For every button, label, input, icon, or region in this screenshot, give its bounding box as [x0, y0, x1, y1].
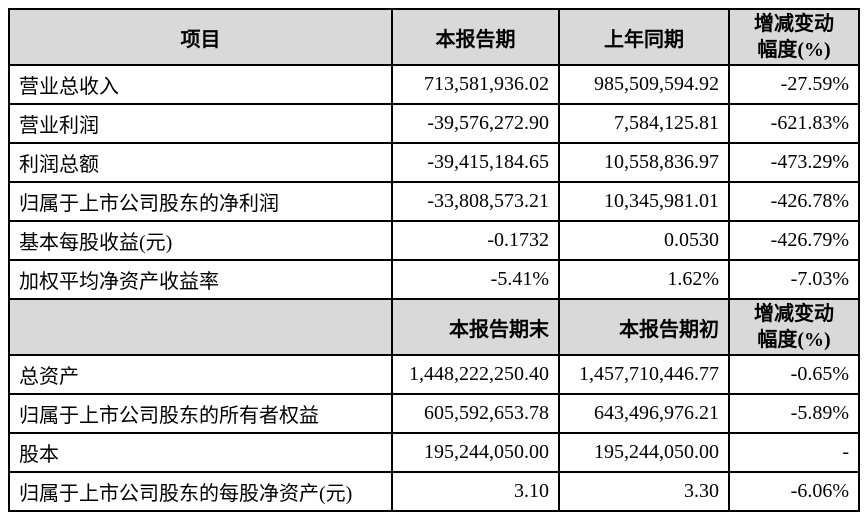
- header-row-period: 项目 本报告期 上年同期 增减变动 幅度(%): [8, 8, 860, 66]
- table-row-total-revenue: 营业总收入 713,581,936.02 985,509,594.92 -27.…: [8, 64, 860, 105]
- row-item-label: 加权平均净资产收益率: [8, 259, 393, 300]
- row-period-begin-value: 3.30: [558, 471, 730, 512]
- financial-summary-table-container: 项目 本报告期 上年同期 增减变动 幅度(%) 营业总收入 713,581,93…: [8, 8, 860, 512]
- table-row-net-profit-attributable: 归属于上市公司股东的净利润 -33,808,573.21 10,345,981.…: [8, 181, 860, 222]
- header-period-begin: 本报告期初: [558, 298, 730, 356]
- table-row-basic-eps: 基本每股收益(元) -0.1732 0.0530 -426.79%: [8, 220, 860, 261]
- row-current-value: -33,808,573.21: [391, 181, 560, 222]
- row-current-value: -39,576,272.90: [391, 103, 560, 144]
- row-period-end-value: 1,448,222,250.40: [391, 354, 560, 395]
- row-prior-value: 0.0530: [558, 220, 730, 261]
- header-period-end: 本报告期末: [391, 298, 560, 356]
- row-item-label: 归属于上市公司股东的每股净资产(元): [8, 471, 393, 512]
- table-row-total-assets: 总资产 1,448,222,250.40 1,457,710,446.77 -0…: [8, 354, 860, 395]
- row-current-value: -0.1732: [391, 220, 560, 261]
- row-prior-value: 10,345,981.01: [558, 181, 730, 222]
- table-row-weighted-avg-roe: 加权平均净资产收益率 -5.41% 1.62% -7.03%: [8, 259, 860, 300]
- row-period-begin-value: 643,496,976.21: [558, 393, 730, 434]
- header-change-percent-line2: 幅度(%): [757, 39, 831, 61]
- row-item-label: 总资产: [8, 354, 393, 395]
- row-period-begin-value: 1,457,710,446.77: [558, 354, 730, 395]
- row-period-end-value: 605,592,653.78: [391, 393, 560, 434]
- row-change-value: -27.59%: [728, 64, 860, 105]
- header-current-period: 本报告期: [391, 8, 560, 66]
- row-item-label: 归属于上市公司股东的净利润: [8, 181, 393, 222]
- row-current-value: -5.41%: [391, 259, 560, 300]
- row-prior-value: 10,558,836.97: [558, 142, 730, 183]
- header-item-label: 项目: [8, 8, 393, 66]
- row-prior-value: 1.62%: [558, 259, 730, 300]
- row-current-value: 713,581,936.02: [391, 64, 560, 105]
- row-change-value: -: [728, 432, 860, 473]
- header-empty-cell: [8, 298, 393, 356]
- header-change-percent-line2: 幅度(%): [757, 329, 831, 351]
- row-change-value: -7.03%: [728, 259, 860, 300]
- header-change-percent-line1: 增减变动: [754, 303, 834, 325]
- header-change-percent-line1: 增减变动: [754, 13, 834, 35]
- table-row-net-assets-per-share: 归属于上市公司股东的每股净资产(元) 3.10 3.30 -6.06%: [8, 471, 860, 512]
- table-row-owners-equity-attributable: 归属于上市公司股东的所有者权益 605,592,653.78 643,496,9…: [8, 393, 860, 434]
- row-change-value: -0.65%: [728, 354, 860, 395]
- row-item-label: 基本每股收益(元): [8, 220, 393, 261]
- row-period-end-value: 3.10: [391, 471, 560, 512]
- header-prior-year-period: 上年同期: [558, 8, 730, 66]
- row-change-value: -621.83%: [728, 103, 860, 144]
- row-prior-value: 985,509,594.92: [558, 64, 730, 105]
- row-item-label: 归属于上市公司股东的所有者权益: [8, 393, 393, 434]
- row-item-label: 利润总额: [8, 142, 393, 183]
- row-item-label: 营业利润: [8, 103, 393, 144]
- row-change-value: -426.79%: [728, 220, 860, 261]
- row-change-value: -473.29%: [728, 142, 860, 183]
- header-change-percent: 增减变动 幅度(%): [728, 8, 860, 66]
- row-change-value: -426.78%: [728, 181, 860, 222]
- header-row-period-end: 本报告期末 本报告期初 增减变动 幅度(%): [8, 298, 860, 356]
- row-prior-value: 7,584,125.81: [558, 103, 730, 144]
- row-current-value: -39,415,184.65: [391, 142, 560, 183]
- row-change-value: -6.06%: [728, 471, 860, 512]
- row-period-begin-value: 195,244,050.00: [558, 432, 730, 473]
- row-period-end-value: 195,244,050.00: [391, 432, 560, 473]
- row-change-value: -5.89%: [728, 393, 860, 434]
- financial-summary-table: 项目 本报告期 上年同期 增减变动 幅度(%) 营业总收入 713,581,93…: [8, 8, 860, 512]
- table-row-total-profit: 利润总额 -39,415,184.65 10,558,836.97 -473.2…: [8, 142, 860, 183]
- table-row-share-capital: 股本 195,244,050.00 195,244,050.00 -: [8, 432, 860, 473]
- table-row-operating-profit: 营业利润 -39,576,272.90 7,584,125.81 -621.83…: [8, 103, 860, 144]
- row-item-label: 营业总收入: [8, 64, 393, 105]
- row-item-label: 股本: [8, 432, 393, 473]
- header-change-percent: 增减变动 幅度(%): [728, 298, 860, 356]
